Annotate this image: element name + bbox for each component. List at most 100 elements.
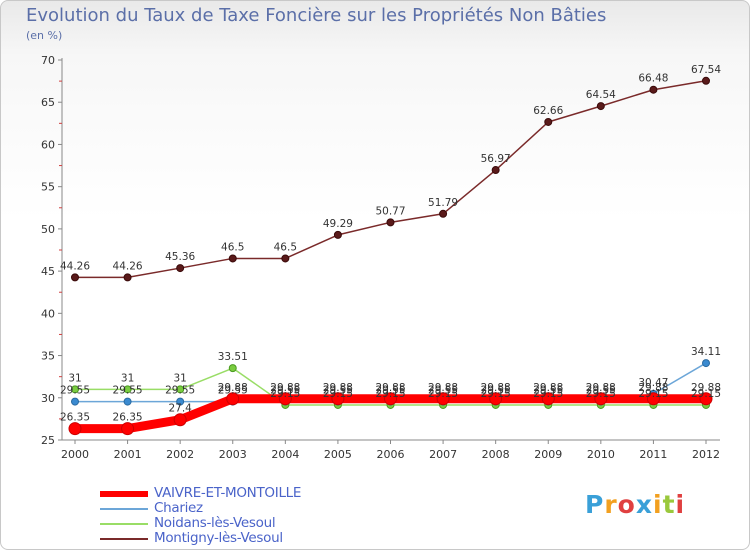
legend-swatch-montigny bbox=[100, 538, 148, 540]
data-label-chariez: 30.47 bbox=[638, 377, 668, 389]
data-label-vaivre: 29.88 bbox=[638, 382, 668, 394]
data-point-montigny bbox=[544, 117, 553, 126]
logo-letter: x bbox=[635, 490, 653, 519]
data-label-noidans: 29.15 bbox=[481, 388, 511, 400]
x-tick-label: 2012 bbox=[692, 448, 720, 461]
data-label-chariez: 29.55 bbox=[533, 385, 563, 397]
data-label-noidans: 31 bbox=[173, 372, 186, 384]
y-tick-label: 40 bbox=[41, 307, 55, 320]
data-point-vaivre bbox=[489, 392, 503, 406]
y-tick-label: 25 bbox=[41, 434, 55, 447]
data-label-montigny: 67.54 bbox=[691, 64, 721, 76]
legend-item-vaivre: VAIVRE-ET-MONTOILLE bbox=[100, 485, 360, 501]
data-label-vaivre: 29.88 bbox=[270, 382, 300, 394]
data-point-montigny bbox=[702, 76, 710, 85]
data-label-vaivre: 26.35 bbox=[113, 412, 143, 424]
data-label-vaivre: 29.88 bbox=[375, 382, 405, 394]
data-label-montigny: 49.29 bbox=[323, 218, 353, 230]
data-label-montigny: 66.48 bbox=[638, 73, 668, 85]
data-label-noidans: 33.51 bbox=[218, 351, 248, 363]
data-point-vaivre bbox=[331, 392, 345, 406]
legend-label-chariez: Chariez bbox=[154, 500, 203, 516]
x-tick-label: 2010 bbox=[587, 448, 615, 461]
data-label-noidans: 29.15 bbox=[270, 388, 300, 400]
logo-letter: o bbox=[617, 490, 636, 519]
data-label-noidans: 29.15 bbox=[323, 388, 353, 400]
y-tick-label: 65 bbox=[41, 96, 55, 109]
data-label-chariez: 29.55 bbox=[375, 385, 405, 397]
data-label-vaivre: 29.88 bbox=[323, 382, 353, 394]
legend-swatch-noidans bbox=[100, 523, 148, 525]
data-point-montigny bbox=[596, 102, 605, 111]
data-point-vaivre bbox=[699, 392, 713, 406]
legend-swatch-vaivre bbox=[100, 491, 148, 497]
data-point-noidans bbox=[123, 385, 132, 394]
y-tick-label: 60 bbox=[41, 138, 55, 151]
data-point-montigny bbox=[123, 273, 132, 282]
chart-legend: VAIVRE-ET-MONTOILLE Chariez Noidans-lès-… bbox=[100, 485, 360, 546]
legend-swatch-chariez bbox=[100, 508, 148, 510]
data-label-montigny: 46.5 bbox=[274, 241, 297, 253]
chart-title: Evolution du Taux de Taxe Foncière sur l… bbox=[26, 5, 607, 26]
data-point-vaivre bbox=[173, 413, 187, 427]
data-point-montigny bbox=[281, 254, 290, 263]
data-label-chariez: 29.55 bbox=[60, 385, 90, 397]
data-point-montigny bbox=[649, 85, 658, 94]
data-label-vaivre: 27.4 bbox=[168, 403, 192, 415]
data-point-vaivre bbox=[226, 392, 240, 406]
legend-item-chariez: Chariez bbox=[100, 500, 360, 516]
x-tick-label: 2006 bbox=[377, 448, 405, 461]
logo-letter: i bbox=[653, 490, 663, 519]
data-label-chariez: 29.55 bbox=[165, 385, 195, 397]
data-label-chariez: 29.55 bbox=[218, 385, 248, 397]
legend-label-noidans: Noidans-lès-Vesoul bbox=[154, 515, 276, 531]
data-label-vaivre: 29.88 bbox=[691, 382, 721, 394]
y-tick-label: 35 bbox=[41, 350, 55, 363]
y-tick-label: 70 bbox=[41, 54, 55, 67]
data-label-montigny: 46.5 bbox=[221, 241, 244, 253]
y-tick-label: 30 bbox=[41, 392, 55, 405]
data-label-montigny: 64.54 bbox=[586, 89, 616, 101]
data-point-vaivre bbox=[541, 392, 555, 406]
proxiti-logo: Proxiti bbox=[585, 490, 685, 519]
x-tick-label: 2008 bbox=[482, 448, 510, 461]
logo-letter: i bbox=[675, 490, 686, 519]
data-point-vaivre bbox=[68, 422, 82, 436]
data-point-noidans bbox=[71, 385, 79, 394]
data-label-montigny: 45.36 bbox=[165, 251, 195, 263]
data-point-noidans bbox=[228, 364, 237, 373]
y-tick-label: 55 bbox=[41, 181, 55, 194]
data-label-noidans: 29.15 bbox=[586, 388, 616, 400]
data-point-montigny bbox=[439, 209, 448, 218]
data-label-chariez: 29.55 bbox=[113, 385, 143, 397]
data-label-montigny: 62.66 bbox=[533, 105, 563, 117]
data-label-noidans: 29.15 bbox=[638, 388, 668, 400]
data-label-chariez: 29.55 bbox=[270, 385, 300, 397]
data-point-chariez bbox=[176, 397, 185, 406]
x-tick-label: 2003 bbox=[219, 448, 247, 461]
x-tick-label: 2002 bbox=[166, 448, 194, 461]
data-label-noidans: 29.15 bbox=[375, 388, 405, 400]
data-label-montigny: 44.26 bbox=[60, 260, 90, 272]
x-tick-label: 2004 bbox=[271, 448, 299, 461]
data-point-chariez bbox=[702, 359, 710, 368]
data-point-montigny bbox=[386, 218, 395, 227]
data-label-vaivre: 29.88 bbox=[428, 382, 458, 394]
data-label-chariez: 29.55 bbox=[586, 385, 616, 397]
data-label-chariez: 29.55 bbox=[428, 385, 458, 397]
series-line-montigny bbox=[74, 80, 707, 279]
data-point-vaivre bbox=[594, 392, 608, 406]
data-label-vaivre: 29.88 bbox=[533, 382, 563, 394]
x-tick-label: 2005 bbox=[324, 448, 352, 461]
logo-letter: P bbox=[585, 490, 605, 519]
data-label-chariez: 34.11 bbox=[691, 346, 721, 358]
logo-letter: t bbox=[662, 490, 676, 519]
y-tick-label: 45 bbox=[41, 265, 55, 278]
data-point-montigny bbox=[176, 264, 185, 273]
x-tick-label: 2011 bbox=[639, 448, 667, 461]
y-tick-label: 50 bbox=[41, 223, 55, 236]
data-label-montigny: 51.79 bbox=[428, 197, 458, 209]
data-label-vaivre: 29.88 bbox=[481, 382, 511, 394]
data-point-noidans bbox=[176, 385, 185, 394]
